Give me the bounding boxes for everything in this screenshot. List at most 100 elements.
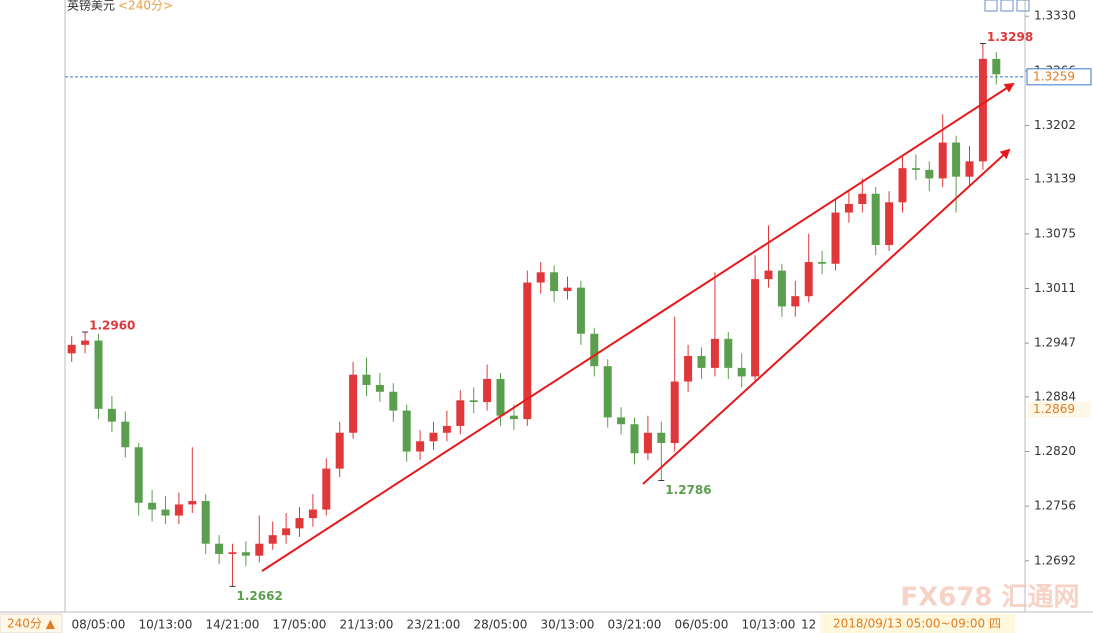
candle-body bbox=[724, 338, 733, 368]
candle-body bbox=[308, 509, 317, 519]
candle-body bbox=[81, 340, 90, 345]
candle-body bbox=[121, 421, 130, 448]
candle-body bbox=[496, 378, 505, 416]
candle-body bbox=[563, 287, 572, 292]
candle-body bbox=[215, 543, 224, 554]
candle-body bbox=[751, 279, 760, 377]
candle-body bbox=[362, 374, 371, 385]
candle-body bbox=[804, 262, 813, 297]
candle-body bbox=[576, 287, 585, 334]
chart-title: 英镑美元 bbox=[67, 0, 115, 13]
watermark: FX678 汇通网 bbox=[900, 583, 1079, 613]
marker-price-label: 1.2869 bbox=[1033, 402, 1075, 416]
y-tick-label: 1.2692 bbox=[1034, 553, 1076, 567]
x-tick-label: 30/13:00 bbox=[541, 618, 595, 632]
candle-body bbox=[630, 424, 639, 454]
candle-body bbox=[670, 381, 679, 443]
candle-body bbox=[603, 366, 612, 418]
trend-line bbox=[642, 148, 1011, 485]
candle-body bbox=[992, 58, 1001, 75]
last-price-label: 1.3259 bbox=[1033, 69, 1075, 83]
candle-body bbox=[509, 415, 518, 420]
candle-body bbox=[978, 58, 987, 162]
period-button[interactable] bbox=[0, 613, 63, 633]
candle-body bbox=[791, 296, 800, 307]
candle-body bbox=[925, 169, 934, 179]
candle-body bbox=[349, 374, 358, 433]
toolbar-icons[interactable] bbox=[984, 0, 1030, 12]
candle-body bbox=[965, 161, 974, 177]
candle-body bbox=[818, 262, 827, 264]
cursor-time-box bbox=[820, 614, 1015, 633]
low-label: 1.2786 bbox=[665, 483, 711, 497]
y-tick-label: 1.2756 bbox=[1034, 499, 1076, 513]
candle-body bbox=[335, 432, 344, 469]
candle-body bbox=[777, 270, 786, 307]
candle-body bbox=[871, 193, 880, 245]
x-tick-label: 08/05:00 bbox=[72, 618, 126, 632]
candle-body bbox=[844, 204, 853, 213]
y-tick-label: 1.3075 bbox=[1034, 226, 1076, 240]
candle-body bbox=[416, 441, 425, 452]
candle-body bbox=[375, 384, 384, 392]
marker-price-box bbox=[1027, 401, 1091, 418]
high-label: 1.3298 bbox=[987, 30, 1033, 44]
x-tick-label: 14/21:00 bbox=[206, 618, 260, 632]
candle-body bbox=[523, 282, 532, 420]
cursor-time: 2018/09/13 05:00~09:00 四 bbox=[833, 617, 1001, 631]
candle-body bbox=[938, 142, 947, 179]
candle-body bbox=[241, 552, 250, 556]
candle-body bbox=[831, 212, 840, 264]
candle-body bbox=[643, 432, 652, 454]
y-tick-label: 1.3139 bbox=[1034, 172, 1076, 186]
candle-body bbox=[550, 272, 559, 292]
candle-body bbox=[952, 142, 961, 177]
candle-body bbox=[174, 504, 183, 516]
candle-body bbox=[684, 355, 693, 382]
trend-line bbox=[261, 82, 1015, 572]
x-tick-label: 28/05:00 bbox=[474, 618, 528, 632]
candle-body bbox=[469, 400, 478, 403]
x-tick-label: 10/13:00 bbox=[139, 618, 193, 632]
candle-body bbox=[67, 344, 76, 354]
marks: 1.33301.32661.32021.31391.30751.30111.29… bbox=[65, 9, 1092, 632]
candle-body bbox=[429, 432, 438, 442]
x-tick-label: 12 bbox=[801, 618, 816, 632]
high-label: 1.2960 bbox=[89, 319, 135, 333]
candle-body bbox=[710, 338, 719, 368]
candle-body bbox=[898, 168, 907, 203]
candle-body bbox=[282, 528, 291, 536]
candle-body bbox=[161, 509, 170, 516]
candle-body bbox=[402, 410, 411, 452]
y-tick-label: 1.3011 bbox=[1034, 281, 1076, 295]
candle-body bbox=[911, 168, 920, 170]
candle-body bbox=[617, 417, 626, 425]
period-button-label[interactable]: 240分 ▲ bbox=[7, 617, 56, 631]
low-label: 1.2662 bbox=[237, 589, 283, 603]
candle-body bbox=[94, 340, 103, 409]
x-tick-label: 23/21:00 bbox=[407, 618, 461, 632]
candle-body bbox=[148, 502, 157, 510]
candle-body bbox=[134, 447, 143, 503]
candle-body bbox=[456, 400, 465, 426]
last-price-box bbox=[1026, 68, 1092, 86]
candle-body bbox=[255, 543, 264, 556]
candle-body bbox=[657, 432, 666, 443]
candle-body bbox=[737, 367, 746, 377]
candle-body bbox=[483, 378, 492, 403]
candle-body bbox=[322, 468, 331, 510]
period-tag: <240分> bbox=[118, 0, 173, 13]
y-tick-label: 1.3330 bbox=[1034, 9, 1076, 23]
y-tick-label: 1.2947 bbox=[1034, 336, 1076, 350]
candle-body bbox=[201, 501, 210, 544]
candle-body bbox=[389, 391, 398, 411]
candle-body bbox=[764, 270, 773, 280]
candle-body bbox=[590, 333, 599, 367]
candle-body bbox=[442, 425, 451, 433]
candle-body bbox=[188, 501, 197, 505]
candle-body bbox=[697, 355, 706, 368]
candle-body bbox=[858, 193, 867, 204]
candle-body bbox=[295, 518, 304, 529]
y-tick-label: 1.3202 bbox=[1034, 118, 1076, 132]
candle-body bbox=[107, 408, 116, 422]
